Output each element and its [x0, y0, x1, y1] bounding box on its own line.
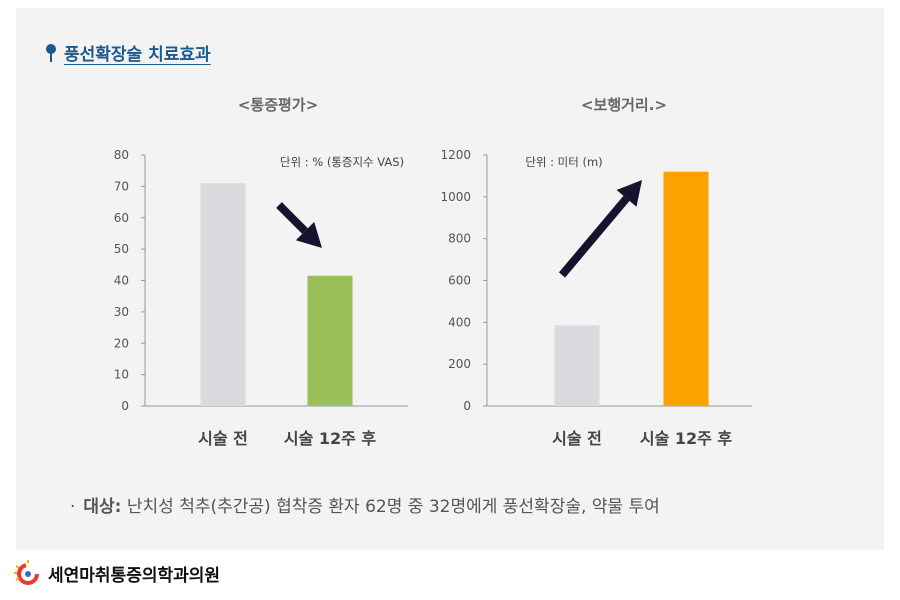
- category-label: 시술 12주 후: [640, 429, 733, 448]
- y-tick-label: 800: [448, 232, 471, 246]
- y-tick-label: 10: [114, 368, 129, 382]
- trend-arrow-shaft: [558, 195, 630, 278]
- clinic-logo-icon: [14, 560, 39, 585]
- y-tick-label: 600: [448, 274, 471, 288]
- y-tick-label: 80: [114, 148, 129, 162]
- y-tick-label: 50: [114, 242, 129, 256]
- y-tick-label: 400: [448, 315, 471, 329]
- category-label: 시술 전: [552, 429, 602, 448]
- bar: [307, 275, 353, 406]
- content-panel: [16, 8, 884, 550]
- trend-arrow-head: [616, 180, 642, 207]
- trend-arrow-head: [295, 221, 322, 248]
- y-tick-label: 40: [114, 274, 129, 288]
- clinic-footer: 세연마취통증의학과의원: [12, 558, 220, 588]
- y-tick-label: 60: [114, 211, 129, 225]
- chart-title: <통증평가>: [238, 96, 318, 114]
- y-tick-label: 20: [114, 336, 129, 350]
- chart-title: <보행거리.>: [581, 96, 667, 114]
- pin-icon: [46, 43, 56, 62]
- note-label: 대상:: [83, 497, 122, 517]
- y-tick-label: 1000: [440, 190, 471, 204]
- trend-arrow-shaft: [276, 202, 308, 234]
- note-bullet: ·: [70, 497, 76, 517]
- clinic-name: 세연마취통증의학과의원: [48, 565, 221, 586]
- note-text: 난치성 척추(추간공) 협착증 환자 62명 중 32명에게 풍선확장술, 약물…: [121, 497, 660, 517]
- y-tick-label: 0: [463, 399, 471, 413]
- category-label: 시술 12주 후: [284, 429, 377, 448]
- bar: [554, 325, 600, 406]
- unit-note: 단위 : % (통증지수 VAS): [280, 155, 404, 169]
- chart-pain-evaluation: <통증평가> 단위 : % (통증지수 VAS) 0 10 20 30 40 50 60 70…: [114, 96, 408, 448]
- bar: [200, 183, 246, 406]
- y-tick-label: 1200: [440, 148, 471, 162]
- y-tick-label: 70: [114, 179, 129, 193]
- section-heading: 풍선확장술 치료효과: [44, 40, 211, 65]
- y-tick-label: 0: [121, 399, 129, 413]
- y-tick-label: 200: [448, 357, 471, 371]
- section-title: 풍선확장술 치료효과: [64, 45, 211, 65]
- category-label: 시술 전: [198, 429, 248, 448]
- unit-note: 단위 : 미터 (m): [525, 155, 602, 169]
- bar: [663, 171, 709, 406]
- y-tick-label: 30: [114, 305, 129, 319]
- study-note: · 대상: 난치성 척추(추간공) 협착증 환자 62명 중 32명에게 풍선확장…: [70, 492, 660, 517]
- chart-walking-distance: <보행거리.> 단위 : 미터 (m) 0 200 400 600 800 1000 120…: [440, 96, 752, 448]
